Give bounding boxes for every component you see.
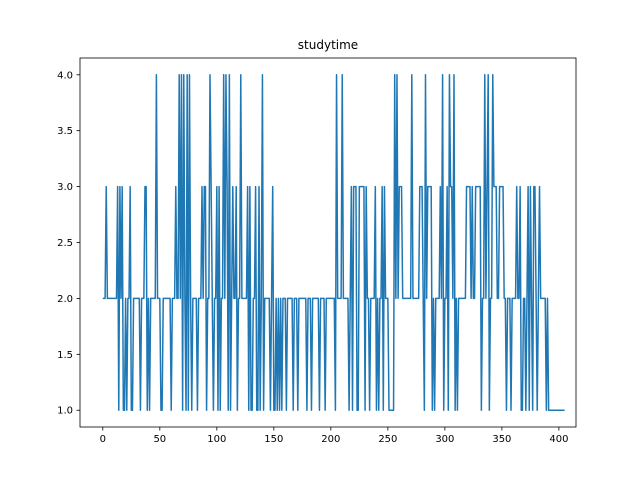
x-tick-label: 100: [207, 434, 226, 445]
y-tick-label: 4.0: [57, 70, 73, 81]
y-tick-label: 2.5: [57, 238, 73, 249]
y-tick-label: 3.0: [57, 182, 73, 193]
plot-layer: [102, 74, 565, 411]
chart-title: studytime: [298, 38, 358, 52]
x-tick-label: 0: [100, 434, 106, 445]
y-tick-label: 1.0: [57, 406, 73, 417]
plot-frame: [79, 57, 577, 428]
y-tick-label: 3.5: [57, 126, 73, 137]
x-tick-label: 50: [153, 434, 166, 445]
x-tick-label: 400: [549, 434, 568, 445]
y-tick-label: 1.5: [57, 350, 73, 361]
x-tick-label: 150: [264, 434, 283, 445]
x-tick-label: 250: [378, 434, 397, 445]
x-tick-label: 350: [492, 434, 511, 445]
series-line: [102, 74, 565, 411]
y-tick-label: 2.0: [57, 294, 73, 305]
x-tick-label: 200: [321, 434, 340, 445]
ticks-layer: 0 50 100 150 200 250 300 350 400 1.0 1.5 2.0 2.5 3.0 3…: [57, 70, 568, 445]
x-tick-label: 300: [435, 434, 454, 445]
